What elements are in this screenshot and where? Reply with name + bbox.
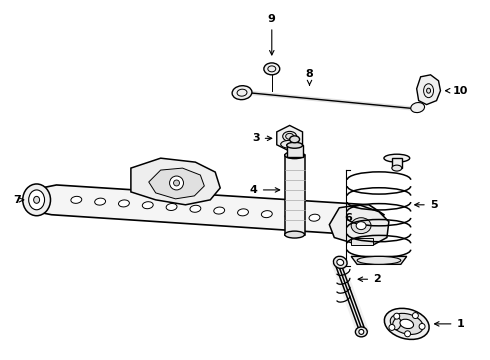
Ellipse shape: [390, 313, 423, 334]
Ellipse shape: [384, 154, 410, 162]
Ellipse shape: [281, 140, 298, 148]
Ellipse shape: [400, 319, 414, 329]
Ellipse shape: [333, 256, 347, 269]
Text: 4: 4: [250, 185, 280, 195]
Ellipse shape: [286, 133, 294, 139]
Circle shape: [405, 331, 411, 337]
Ellipse shape: [142, 202, 153, 209]
Bar: [392, 158, 402, 168]
Ellipse shape: [287, 142, 302, 148]
Circle shape: [394, 313, 400, 319]
Ellipse shape: [285, 212, 296, 220]
Ellipse shape: [427, 88, 431, 93]
Circle shape: [170, 176, 183, 190]
Polygon shape: [149, 168, 204, 199]
Ellipse shape: [166, 203, 177, 211]
Ellipse shape: [351, 218, 371, 234]
Ellipse shape: [23, 184, 50, 216]
Ellipse shape: [264, 63, 280, 75]
Ellipse shape: [290, 136, 299, 143]
Bar: [287, 145, 302, 157]
Circle shape: [389, 324, 395, 330]
Ellipse shape: [29, 190, 45, 210]
Ellipse shape: [285, 152, 305, 159]
Bar: [351, 238, 373, 246]
Text: 3: 3: [252, 133, 272, 143]
Text: 8: 8: [306, 69, 314, 85]
Ellipse shape: [333, 216, 343, 223]
Polygon shape: [351, 256, 407, 264]
Ellipse shape: [71, 196, 82, 203]
Ellipse shape: [95, 198, 105, 205]
Text: 7: 7: [13, 195, 24, 205]
Ellipse shape: [392, 165, 402, 171]
Ellipse shape: [232, 86, 252, 100]
Ellipse shape: [355, 327, 368, 337]
Polygon shape: [277, 125, 302, 151]
Ellipse shape: [283, 131, 296, 141]
Text: 9: 9: [268, 14, 276, 55]
Circle shape: [419, 324, 425, 329]
Polygon shape: [131, 158, 220, 205]
Text: 10: 10: [445, 86, 468, 96]
Ellipse shape: [190, 205, 201, 212]
Ellipse shape: [392, 318, 401, 330]
Polygon shape: [416, 75, 441, 105]
Ellipse shape: [119, 200, 129, 207]
Ellipse shape: [309, 214, 320, 221]
Bar: [285, 155, 305, 235]
Ellipse shape: [337, 259, 343, 265]
Ellipse shape: [214, 207, 224, 214]
Ellipse shape: [357, 256, 401, 264]
Circle shape: [173, 180, 179, 186]
Polygon shape: [26, 185, 384, 235]
Text: 2: 2: [358, 274, 381, 284]
Polygon shape: [329, 205, 389, 244]
Ellipse shape: [384, 308, 429, 339]
Ellipse shape: [411, 103, 424, 113]
Ellipse shape: [34, 196, 40, 203]
Ellipse shape: [359, 329, 364, 334]
Text: 6: 6: [344, 213, 352, 223]
Ellipse shape: [238, 209, 248, 216]
Ellipse shape: [261, 211, 272, 218]
Circle shape: [413, 312, 418, 319]
Text: 5: 5: [415, 200, 438, 210]
Ellipse shape: [285, 231, 305, 238]
Ellipse shape: [356, 222, 366, 230]
Text: 1: 1: [435, 319, 464, 329]
